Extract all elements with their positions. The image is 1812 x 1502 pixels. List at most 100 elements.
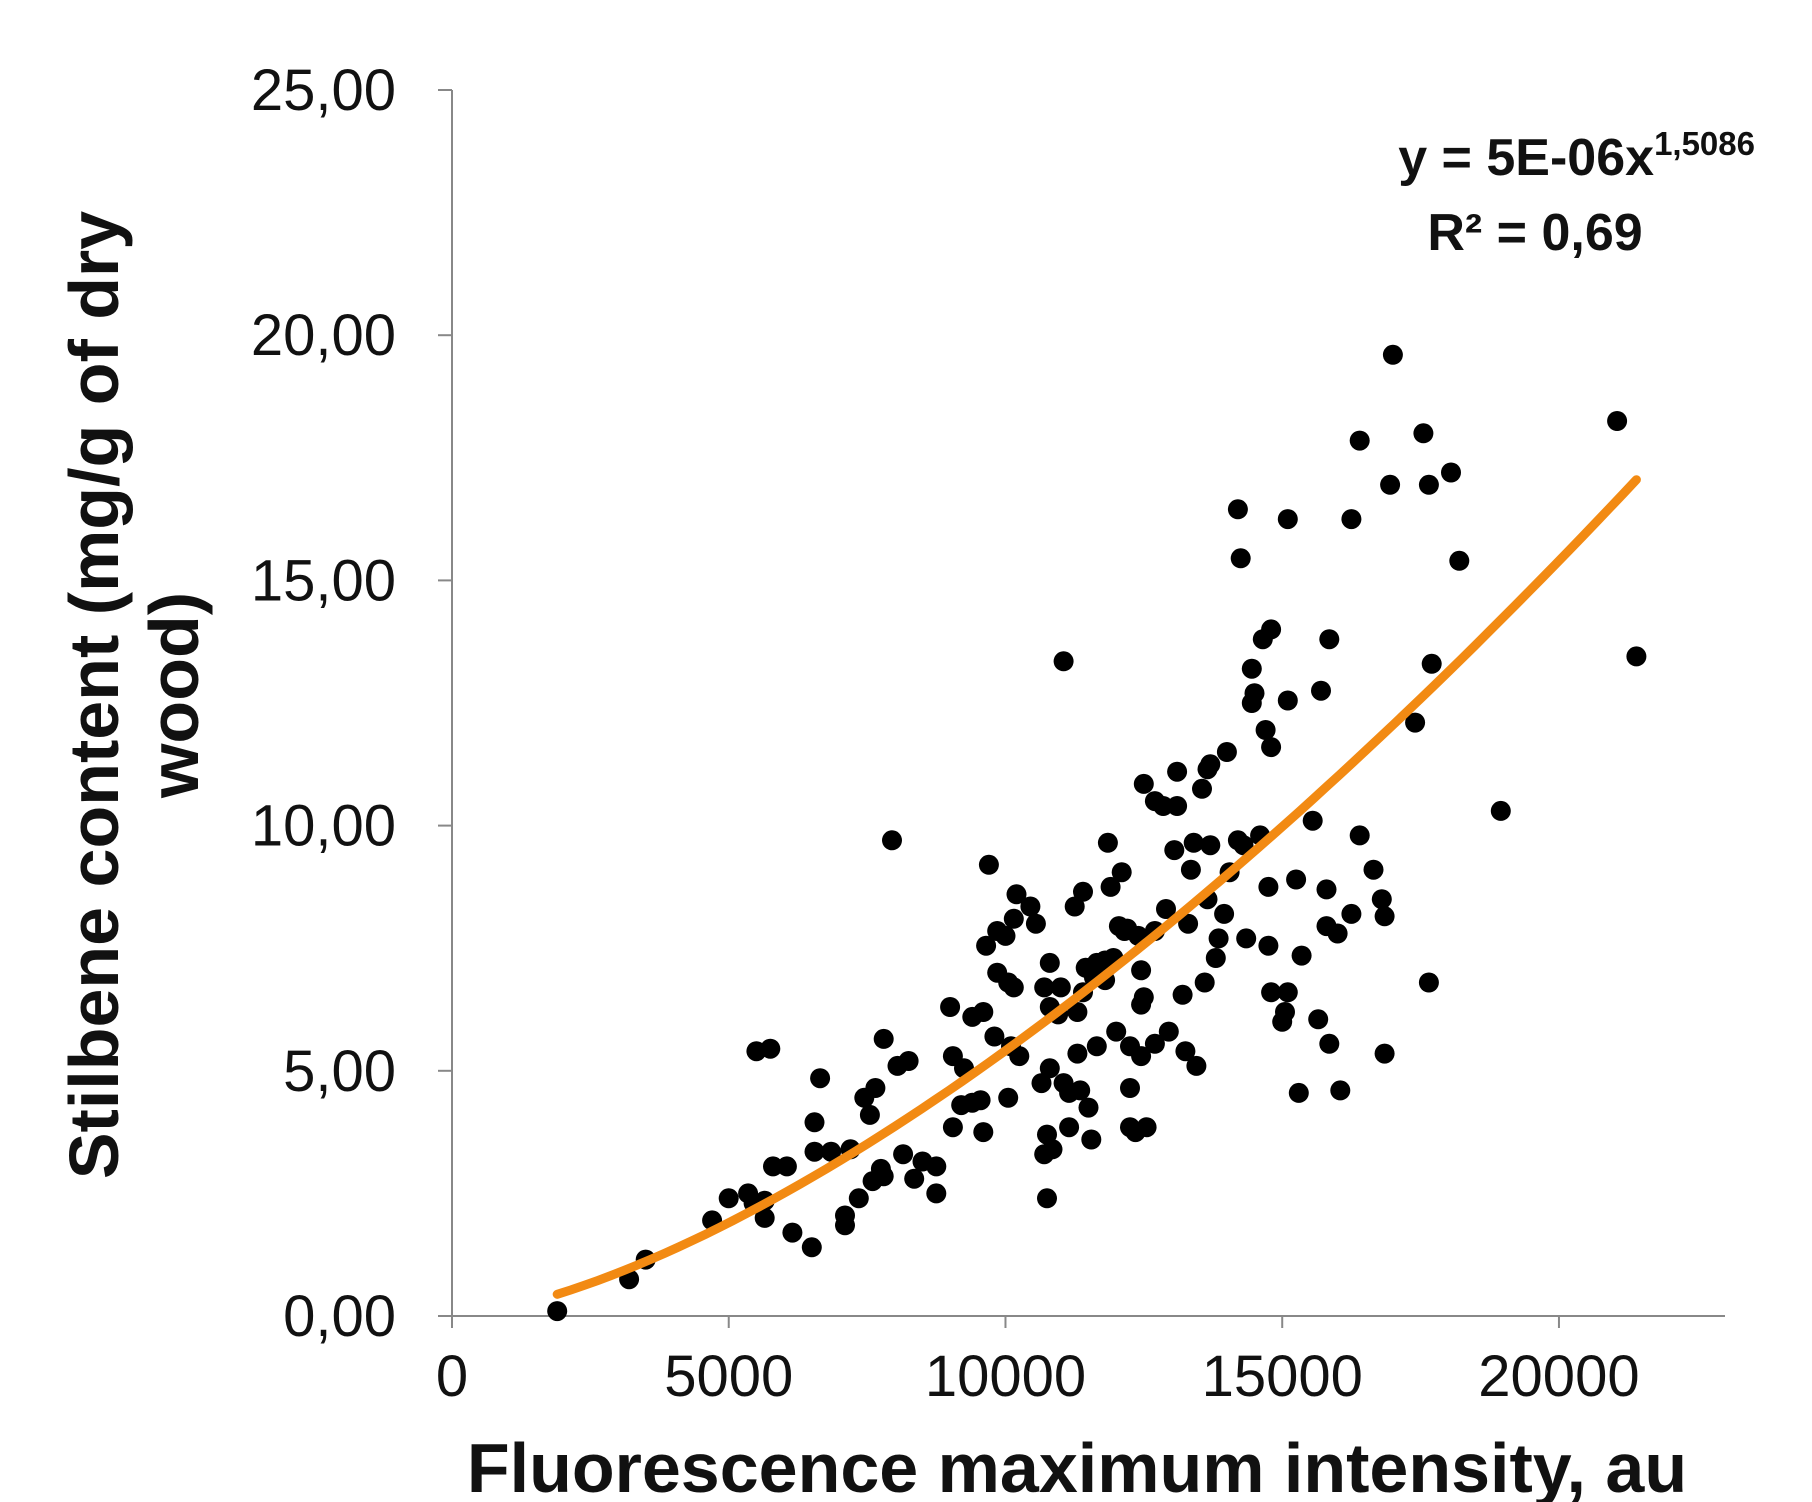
data-point — [1006, 884, 1027, 905]
data-point — [1178, 913, 1199, 934]
data-point — [1192, 778, 1212, 799]
data-point — [865, 1078, 886, 1098]
x-tick-label: 5000 — [664, 1344, 793, 1409]
data-point — [763, 1156, 783, 1177]
data-point — [1081, 1129, 1102, 1150]
y-tick-label: 25,00 — [251, 58, 396, 123]
data-point — [926, 1156, 947, 1177]
data-point — [1258, 935, 1279, 956]
data-point — [978, 854, 999, 875]
data-point — [998, 1087, 1019, 1108]
data-point — [1286, 869, 1307, 890]
x-tick-label: 20000 — [1478, 1344, 1639, 1409]
trendline-equation-main: y = 5E-06x — [1398, 129, 1654, 187]
axes — [451, 90, 1725, 1317]
data-point — [1133, 773, 1154, 794]
data-point — [1158, 1021, 1179, 1042]
data-point — [1255, 720, 1276, 740]
data-point — [1330, 1080, 1351, 1101]
x-ticks: 0 5000 10000 15000 20000 — [436, 1316, 1640, 1409]
data-point — [1131, 1046, 1152, 1067]
data-point — [973, 1002, 994, 1022]
data-point — [547, 1301, 568, 1322]
data-point — [1374, 906, 1395, 927]
data-point — [1180, 859, 1201, 880]
data-point — [1316, 879, 1337, 900]
data-point — [1236, 928, 1257, 949]
data-point — [1319, 1033, 1340, 1054]
data-point — [859, 1104, 880, 1125]
data-point — [1133, 987, 1154, 1008]
data-point — [1144, 1033, 1165, 1054]
data-point — [1302, 810, 1323, 831]
data-point — [1380, 474, 1401, 495]
trendline-equation: y = 5E-06x1,5086 — [1398, 125, 1755, 187]
x-axis-title: Fluorescence maximum intensity, au — [467, 1429, 1687, 1502]
data-point — [754, 1207, 775, 1228]
data-point — [1308, 1009, 1329, 1030]
data-point — [1100, 876, 1121, 897]
data-point — [718, 1188, 739, 1209]
data-point — [1607, 411, 1628, 431]
data-point — [1186, 1055, 1207, 1076]
data-point — [1183, 832, 1204, 853]
data-point — [942, 1117, 963, 1138]
data-point — [1405, 712, 1426, 733]
x-tick-label: 15000 — [1202, 1344, 1363, 1409]
data-point — [1216, 742, 1237, 762]
data-point — [1208, 928, 1229, 949]
data-point — [804, 1141, 825, 1162]
data-point — [1059, 1117, 1080, 1138]
data-point — [760, 1038, 781, 1059]
data-point — [1244, 683, 1265, 704]
data-point — [1261, 737, 1282, 758]
data-point — [1418, 474, 1439, 495]
data-point — [1490, 800, 1511, 821]
data-point — [1277, 982, 1298, 1003]
data-point — [1003, 908, 1024, 929]
data-point — [848, 1188, 869, 1209]
data-point — [1230, 548, 1251, 569]
power-trendline — [552, 475, 1641, 1299]
data-point — [1020, 896, 1041, 917]
data-point — [1156, 899, 1176, 919]
y-tick-label: 20,00 — [251, 303, 396, 368]
data-point — [1003, 977, 1024, 998]
data-point — [976, 935, 997, 956]
data-point — [1341, 509, 1362, 530]
data-point — [1167, 761, 1188, 782]
data-point — [1341, 903, 1362, 924]
data-point — [940, 997, 961, 1017]
data-point — [821, 1141, 842, 1162]
data-point — [1194, 972, 1215, 993]
data-point — [1131, 960, 1152, 981]
data-point — [1214, 903, 1235, 924]
data-point — [1449, 550, 1470, 571]
y-tick-label: 0,00 — [283, 1284, 396, 1349]
data-point — [1039, 1058, 1060, 1079]
data-point — [1626, 646, 1647, 667]
data-point — [1421, 653, 1442, 674]
data-point — [1097, 832, 1118, 853]
data-point — [1167, 796, 1188, 816]
data-point — [1136, 1117, 1157, 1138]
data-point — [1275, 1002, 1295, 1022]
data-point — [1050, 977, 1071, 998]
data-point — [1164, 840, 1185, 861]
y-axis-title: Stilbene content (mg/g of dry wood) — [55, 211, 213, 1179]
data-point — [1053, 651, 1074, 672]
data-point — [1277, 690, 1298, 711]
data-point — [1327, 923, 1348, 944]
data-point — [1233, 835, 1254, 856]
data-point — [1349, 825, 1370, 846]
data-point — [1277, 509, 1298, 530]
data-point — [1288, 1082, 1309, 1103]
data-point — [804, 1112, 825, 1133]
data-point — [1311, 680, 1331, 701]
data-point — [1086, 1036, 1107, 1057]
data-point — [1111, 862, 1132, 883]
y-tick-label: 10,00 — [251, 794, 396, 859]
y-tick-label: 5,00 — [283, 1039, 396, 1104]
